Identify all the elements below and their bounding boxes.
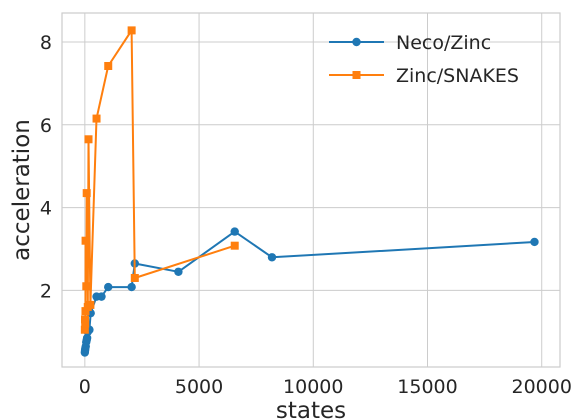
- data-point: [86, 300, 95, 309]
- x-axis-label: states: [276, 398, 346, 420]
- data-point: [81, 315, 90, 324]
- series-zinc-snakes: [80, 26, 239, 334]
- series-layer: [80, 26, 539, 357]
- data-point: [230, 241, 239, 250]
- legend-label-zinc-snakes: Zinc/SNAKES: [396, 65, 519, 87]
- data-point: [104, 282, 113, 292]
- data-point: [82, 282, 91, 291]
- legend-marker-zinc-snakes: [352, 71, 361, 79]
- data-point: [82, 333, 92, 343]
- data-point: [97, 292, 106, 301]
- data-point: [81, 307, 90, 316]
- y-tick-label: 6: [40, 115, 52, 137]
- data-point: [174, 267, 183, 276]
- x-tick-label: 5000: [175, 376, 223, 398]
- tick-labels: 0 5000 10000 15000 20000 2 4 6 8: [40, 32, 572, 398]
- data-point: [230, 227, 239, 236]
- data-point: [130, 273, 139, 282]
- series-line-neco-zinc: [83, 230, 535, 353]
- y-tick-label: 4: [40, 198, 52, 220]
- y-tick-label: 2: [40, 280, 52, 302]
- legend-marker-neco-zinc: [352, 37, 361, 47]
- y-tick-label: 8: [40, 32, 52, 54]
- data-point: [80, 325, 89, 334]
- data-point: [84, 135, 93, 144]
- y-axis-label: acceleration: [9, 119, 35, 261]
- data-point: [81, 236, 90, 245]
- legend-label-neco-zinc: Neco/Zinc: [396, 32, 491, 54]
- data-point: [82, 189, 91, 198]
- legend: Neco/Zinc Zinc/SNAKES: [329, 32, 519, 87]
- series-neco-zinc: [80, 227, 539, 357]
- data-point: [127, 26, 136, 35]
- grid: [62, 13, 560, 367]
- x-tick-label: 15000: [397, 376, 457, 398]
- data-point: [81, 319, 90, 328]
- x-tick-label: 10000: [283, 376, 343, 398]
- plot-frame: [61, 12, 561, 368]
- data-point: [267, 253, 277, 262]
- data-point: [104, 61, 113, 70]
- x-tick-label: 20000: [511, 376, 571, 398]
- data-point: [92, 114, 101, 123]
- x-tick-label: 0: [79, 376, 91, 398]
- data-point: [127, 282, 136, 292]
- data-point: [530, 237, 539, 247]
